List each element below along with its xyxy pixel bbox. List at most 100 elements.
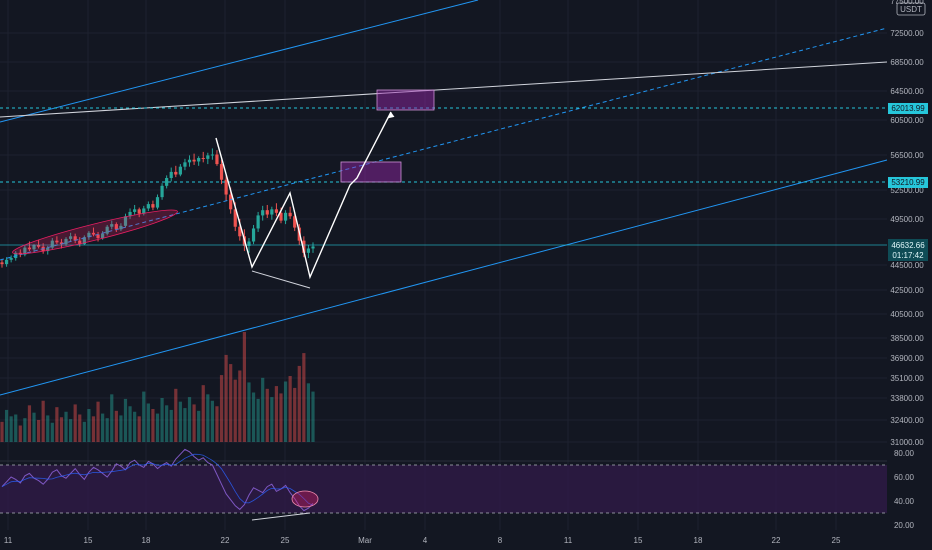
volume-bar (242, 332, 246, 442)
candle (261, 205, 265, 221)
volume-bar (283, 381, 288, 442)
time-tick: 15 (634, 536, 643, 545)
candle (82, 235, 86, 245)
rsi-band (0, 465, 887, 513)
volume-bar (155, 413, 160, 442)
price-tick: 68500.00 (890, 58, 924, 67)
volume-bar (174, 388, 178, 442)
time-tick: 22 (221, 536, 230, 545)
channel-lower-line[interactable] (0, 159, 888, 396)
time-tick: 18 (694, 536, 703, 545)
time-axis[interactable]: 11 15 18 22 25 Mar 4 8 11 15 18 22 25 (4, 536, 841, 545)
candle (73, 233, 77, 244)
rsi-highlight-ellipse[interactable] (291, 490, 319, 508)
price-tick: 35100.00 (890, 374, 924, 383)
drawings[interactable] (0, 0, 888, 396)
candle (306, 244, 311, 259)
target-zone-lower[interactable] (340, 161, 402, 183)
candle (224, 174, 228, 201)
candle (210, 148, 214, 160)
volume-bar (119, 415, 123, 442)
candle (119, 223, 123, 232)
candle (50, 238, 54, 250)
time-tick: 15 (84, 536, 93, 545)
time-tick: 11 (4, 536, 13, 545)
target-zone-upper[interactable] (376, 89, 435, 111)
highlight-ellipse-left[interactable] (11, 204, 180, 261)
volume-bar (251, 392, 256, 442)
grid (0, 0, 887, 530)
volume-bar (297, 365, 301, 442)
volume-bar (192, 404, 196, 442)
unit-tag-box[interactable] (896, 2, 926, 16)
rsi-axis[interactable]: 80.00 60.00 40.00 20.00 (894, 449, 915, 530)
volume-bar (46, 415, 50, 442)
volume-bar (183, 408, 187, 442)
price-tick: 32400.00 (890, 416, 924, 425)
price-tick: 72500.00 (890, 29, 924, 38)
candle (105, 224, 109, 236)
volume-bar (0, 421, 4, 442)
candle (91, 227, 96, 237)
white-trend-line[interactable] (0, 61, 888, 118)
time-tick: 4 (423, 536, 428, 545)
volume-bar (73, 404, 77, 442)
volume-bar (165, 405, 169, 442)
candle (69, 232, 73, 242)
channel-upper-line[interactable] (0, 0, 479, 123)
candle (151, 200, 155, 211)
volume-bar (87, 409, 91, 442)
candle (215, 150, 219, 166)
double-bottom-pattern[interactable] (215, 111, 392, 280)
volume-bar (210, 400, 214, 442)
volume-bar (311, 391, 315, 442)
volume-bar (18, 425, 22, 442)
volume-bar (146, 403, 150, 442)
candle (206, 152, 210, 165)
candle (288, 206, 292, 219)
volume-bar (78, 414, 82, 442)
volume-bar (9, 416, 13, 442)
candle (265, 204, 269, 219)
last-price-tag: 46632.66 01:17:42 (888, 239, 928, 261)
candle (114, 222, 118, 232)
price-trend-support-line[interactable] (251, 270, 311, 289)
candle (123, 213, 128, 228)
volume-bar (187, 397, 192, 442)
candle (251, 224, 256, 245)
candle (192, 153, 196, 165)
candle (4, 257, 9, 267)
channel-mid-dashed-line[interactable] (0, 27, 888, 261)
candle (155, 194, 160, 210)
candle (256, 211, 260, 232)
candle (169, 167, 173, 182)
price-tick: 49500.00 (890, 215, 924, 224)
rsi-tick: 40.00 (894, 497, 915, 506)
candle (178, 164, 182, 177)
volume-bar (265, 388, 269, 442)
volume-bar (229, 364, 233, 442)
volume-bar (151, 409, 155, 442)
volume-bar (23, 418, 27, 442)
candle (174, 165, 178, 178)
volume-bar (201, 385, 205, 442)
projection-arrowhead (386, 112, 395, 119)
volume-bar (59, 417, 64, 442)
price-tick: 52500.00 (890, 186, 924, 195)
time-tick: 18 (142, 536, 151, 545)
price-axis-bg (887, 0, 932, 550)
rsi-divergence-line[interactable] (251, 512, 311, 521)
volume-bar (41, 400, 45, 442)
last-price-label: 46632.66 (891, 241, 925, 250)
candle (128, 208, 132, 219)
candle (160, 183, 164, 200)
volume-bar (261, 377, 265, 442)
unit-tag: USDT (900, 5, 922, 14)
price-tick: 56500.00 (890, 151, 924, 160)
candle (201, 151, 205, 163)
price-axis[interactable]: 77500.0072500.0068500.0064500.0060500.00… (890, 0, 924, 447)
volume-bar (82, 421, 86, 442)
volume-bar (293, 387, 297, 442)
volume-bar (36, 420, 41, 442)
